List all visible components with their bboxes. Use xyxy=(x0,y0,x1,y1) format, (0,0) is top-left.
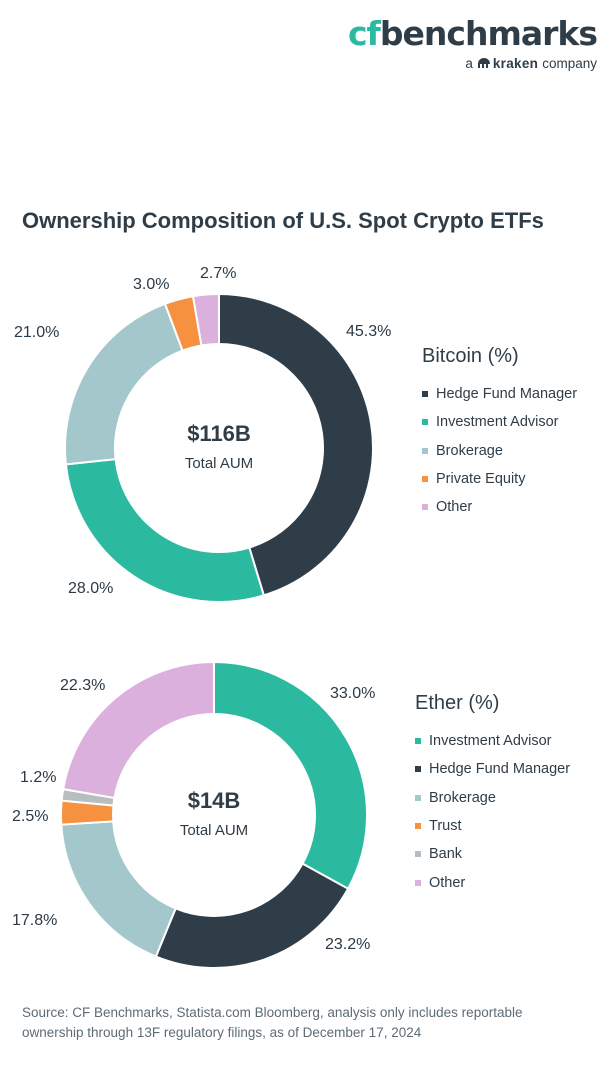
bitcoin-legend-item-investment-advisor: Investment Advisor xyxy=(422,408,577,436)
legend-label: Hedge Fund Manager xyxy=(429,761,571,778)
legend-label: Hedge Fund Manager xyxy=(436,386,578,403)
legend-label: Other xyxy=(429,874,466,891)
ether-data-label-other: 22.3% xyxy=(60,677,105,694)
ether-slice-other xyxy=(62,660,215,800)
bitcoin-slice-other xyxy=(191,292,220,347)
legend-swatch xyxy=(415,738,421,745)
legend-label: Trust xyxy=(429,818,462,835)
ether-legend-item-hedge-fund-manager: Hedge Fund Manager xyxy=(415,755,570,783)
logo-tagline: a kraken company xyxy=(465,56,597,71)
ether-slice-investment-advisor xyxy=(213,660,368,891)
ether-legend-title: Ether (%) xyxy=(415,692,500,714)
bitcoin-donut: 45.3% 28.0% 21.0% 3.0% 2.7% $116B Total AUM xyxy=(14,265,391,603)
bitcoin-legend: Bitcoin (%) Hedge Fund Manager Investment … xyxy=(422,345,577,521)
legend-swatch xyxy=(422,447,428,454)
legend-swatch xyxy=(422,419,428,426)
brand-logo: cfbenchmarks a kraken company xyxy=(348,14,598,71)
ether-chart: 33.0% 23.2% 17.8% 2.5% 1.2% 22.3% $14B Total AU… xyxy=(0,630,609,1020)
legend-label: Bank xyxy=(429,846,463,863)
ether-legend-item-trust: Trust xyxy=(415,812,570,840)
bitcoin-total-aum-value: $116B xyxy=(187,421,251,446)
bitcoin-data-label-investment-advisor: 28.0% xyxy=(68,580,113,597)
ether-donut: 33.0% 23.2% 17.8% 2.5% 1.2% 22.3% $14B Total AU… xyxy=(12,660,375,969)
bitcoin-data-label-private-equity: 3.0% xyxy=(133,276,169,293)
legend-swatch xyxy=(422,504,428,511)
bitcoin-data-label-hedge-fund-manager: 45.3% xyxy=(346,323,391,340)
ether-data-label-hedge-fund-manager: 23.2% xyxy=(325,936,370,953)
logo-wordmark: cfbenchmarks xyxy=(348,14,598,53)
kraken-icon xyxy=(477,58,490,68)
legend-label: Investment Advisor xyxy=(429,733,552,750)
ether-legend-item-bank: Bank xyxy=(415,840,570,868)
bitcoin-legend-item-brokerage: Brokerage xyxy=(422,437,577,465)
ether-legend-item-other: Other xyxy=(415,868,570,896)
legend-swatch xyxy=(422,476,428,483)
legend-swatch xyxy=(422,391,428,398)
legend-swatch xyxy=(415,851,421,858)
legend-label: Brokerage xyxy=(436,442,503,459)
legend-label: Brokerage xyxy=(429,789,496,806)
legend-label: Other xyxy=(436,499,473,516)
bitcoin-legend-title: Bitcoin (%) xyxy=(422,345,519,367)
bitcoin-slice-investment-advisor xyxy=(64,457,266,603)
bitcoin-legend-item-other: Other xyxy=(422,493,577,521)
ether-data-label-bank: 1.2% xyxy=(20,769,56,786)
ether-data-label-brokerage: 17.8% xyxy=(12,912,57,929)
ether-slice-brokerage xyxy=(60,820,177,958)
source-note: Source: CF Benchmarks, Statista.com Bloo… xyxy=(22,1005,523,1040)
bitcoin-data-label-brokerage: 21.0% xyxy=(14,324,59,341)
legend-swatch xyxy=(415,823,421,830)
bitcoin-slice-brokerage xyxy=(64,302,184,466)
legend-swatch xyxy=(415,794,421,801)
legend-swatch xyxy=(415,879,421,886)
ether-total-aum-label: Total AUM xyxy=(180,822,248,839)
ether-total-aum-value: $14B xyxy=(188,788,241,813)
legend-label: Private Equity xyxy=(436,471,526,488)
ether-data-label-trust: 2.5% xyxy=(12,808,48,825)
bitcoin-slice-hedge-fund-manager xyxy=(218,292,374,597)
bitcoin-total-aum-label: Total AUM xyxy=(185,455,253,472)
ether-legend: Ether (%) Investment Advisor Hedge Fund Ma… xyxy=(415,692,570,897)
bitcoin-legend-item-hedge-fund-manager: Hedge Fund Manager xyxy=(422,380,577,408)
ether-data-label-investment-advisor: 33.0% xyxy=(330,685,375,702)
legend-swatch xyxy=(415,766,421,773)
bitcoin-legend-item-private-equity: Private Equity xyxy=(422,465,577,493)
ether-slice-hedge-fund-manager xyxy=(154,862,350,969)
ether-legend-item-investment-advisor: Investment Advisor xyxy=(415,727,570,755)
legend-label: Investment Advisor xyxy=(436,414,559,431)
bitcoin-data-label-other: 2.7% xyxy=(200,265,236,282)
ether-legend-item-brokerage: Brokerage xyxy=(415,784,570,812)
bitcoin-chart: 45.3% 28.0% 21.0% 3.0% 2.7% $116B Total AUM Bi… xyxy=(0,260,609,650)
page-title: Ownership Composition of U.S. Spot Crypt… xyxy=(22,208,544,233)
